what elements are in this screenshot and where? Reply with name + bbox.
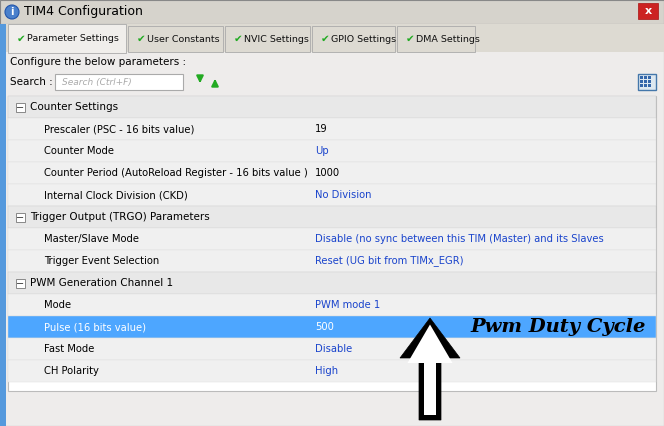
Bar xyxy=(648,84,651,87)
Text: Disable (no sync between this TIM (Master) and its Slaves: Disable (no sync between this TIM (Maste… xyxy=(315,234,604,244)
Bar xyxy=(8,250,656,272)
Polygon shape xyxy=(408,325,452,415)
Bar xyxy=(8,338,656,360)
Text: Pulse (16 bits value): Pulse (16 bits value) xyxy=(44,322,146,332)
Bar xyxy=(225,26,310,52)
Text: ✔: ✔ xyxy=(17,34,25,43)
Text: Fast Mode: Fast Mode xyxy=(44,344,94,354)
Bar xyxy=(8,206,656,228)
Text: PWM mode 1: PWM mode 1 xyxy=(315,300,380,310)
Text: Counter Period (AutoReload Register - 16 bits value ): Counter Period (AutoReload Register - 16… xyxy=(44,168,307,178)
Bar xyxy=(0,0,664,24)
Text: Trigger Output (TRGO) Parameters: Trigger Output (TRGO) Parameters xyxy=(30,212,210,222)
Bar xyxy=(397,26,475,52)
Text: 19: 19 xyxy=(315,124,328,134)
Text: i: i xyxy=(10,7,14,17)
Text: ✔: ✔ xyxy=(137,34,145,44)
Polygon shape xyxy=(400,318,460,420)
Bar xyxy=(640,76,643,79)
Bar xyxy=(128,26,223,52)
Text: Counter Settings: Counter Settings xyxy=(30,102,118,112)
Bar xyxy=(8,316,656,338)
Bar xyxy=(8,96,656,391)
Text: Configure the below parameters :: Configure the below parameters : xyxy=(10,57,186,67)
Text: Search :: Search : xyxy=(10,77,52,87)
Text: PWM Generation Channel 1: PWM Generation Channel 1 xyxy=(30,278,173,288)
Text: −: − xyxy=(17,213,25,222)
Text: Parameter Settings: Parameter Settings xyxy=(27,34,119,43)
Text: Counter Mode: Counter Mode xyxy=(44,146,114,156)
Text: −: − xyxy=(17,279,25,288)
Text: Prescaler (PSC - 16 bits value): Prescaler (PSC - 16 bits value) xyxy=(44,124,195,134)
Bar xyxy=(638,74,656,90)
Text: User Constants: User Constants xyxy=(147,35,220,43)
Bar xyxy=(648,76,651,79)
Bar xyxy=(8,272,656,294)
Text: ✔: ✔ xyxy=(406,34,414,44)
Text: Internal Clock Division (CKD): Internal Clock Division (CKD) xyxy=(44,190,188,200)
Text: DMA Settings: DMA Settings xyxy=(416,35,480,43)
Bar xyxy=(648,80,651,83)
Text: Mode: Mode xyxy=(44,300,71,310)
Text: Trigger Event Selection: Trigger Event Selection xyxy=(44,256,159,266)
Text: ✔: ✔ xyxy=(321,34,329,44)
Bar xyxy=(640,80,643,83)
Bar xyxy=(644,84,647,87)
Bar xyxy=(55,74,183,90)
Bar xyxy=(644,80,647,83)
Text: Search (Ctrl+F): Search (Ctrl+F) xyxy=(62,78,131,86)
Bar xyxy=(312,26,395,52)
Text: Reset (UG bit from TIMx_EGR): Reset (UG bit from TIMx_EGR) xyxy=(315,256,463,266)
Bar xyxy=(8,140,656,162)
Text: 500: 500 xyxy=(315,322,334,332)
Text: GPIO Settings: GPIO Settings xyxy=(331,35,396,43)
Bar xyxy=(8,184,656,206)
Text: 1000: 1000 xyxy=(315,168,340,178)
Bar xyxy=(8,360,656,382)
Bar xyxy=(6,24,664,52)
Text: −: − xyxy=(17,103,25,112)
Text: No Division: No Division xyxy=(315,190,371,200)
Circle shape xyxy=(5,5,19,19)
Bar xyxy=(640,84,643,87)
Text: x: x xyxy=(645,6,651,16)
Bar xyxy=(16,279,25,288)
Text: Disable: Disable xyxy=(315,344,352,354)
Bar xyxy=(644,76,647,79)
Text: CH Polarity: CH Polarity xyxy=(44,366,99,376)
Text: NVIC Settings: NVIC Settings xyxy=(244,35,309,43)
Bar xyxy=(8,118,656,140)
Bar xyxy=(8,96,656,118)
Text: Up: Up xyxy=(315,146,329,156)
Bar xyxy=(8,162,656,184)
Bar xyxy=(638,3,658,19)
Bar xyxy=(16,103,25,112)
Bar xyxy=(0,24,6,426)
Bar xyxy=(8,228,656,250)
Text: ✔: ✔ xyxy=(234,34,242,44)
Bar xyxy=(8,294,656,316)
Text: TIM4 Configuration: TIM4 Configuration xyxy=(24,6,143,18)
Text: High: High xyxy=(315,366,338,376)
Bar xyxy=(8,24,126,53)
Text: Pwm Duty Cycle: Pwm Duty Cycle xyxy=(470,318,645,336)
Text: Master/Slave Mode: Master/Slave Mode xyxy=(44,234,139,244)
Bar xyxy=(16,213,25,222)
